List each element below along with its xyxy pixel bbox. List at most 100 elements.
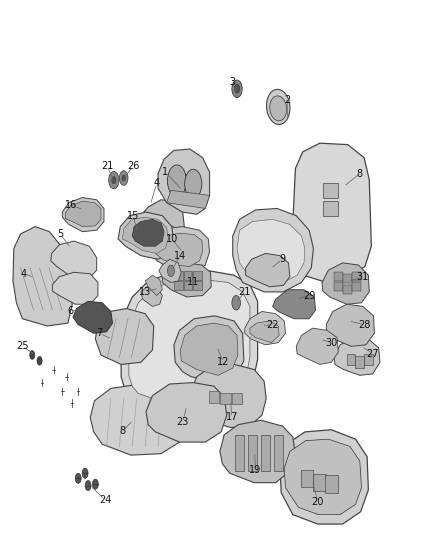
- Circle shape: [167, 165, 187, 197]
- Polygon shape: [180, 323, 238, 375]
- Polygon shape: [53, 272, 98, 304]
- Polygon shape: [235, 435, 244, 471]
- Polygon shape: [65, 201, 101, 227]
- Polygon shape: [323, 201, 338, 216]
- Circle shape: [232, 295, 240, 310]
- Ellipse shape: [270, 96, 287, 121]
- Polygon shape: [326, 304, 374, 346]
- Polygon shape: [151, 227, 209, 272]
- Circle shape: [234, 84, 240, 93]
- Polygon shape: [158, 149, 209, 214]
- Polygon shape: [322, 263, 369, 304]
- Text: 4: 4: [154, 178, 160, 188]
- Polygon shape: [245, 311, 286, 345]
- Polygon shape: [193, 271, 202, 280]
- Polygon shape: [272, 290, 315, 319]
- Polygon shape: [325, 475, 338, 493]
- Polygon shape: [334, 272, 343, 281]
- Polygon shape: [174, 316, 244, 383]
- Text: 9: 9: [279, 254, 286, 264]
- Polygon shape: [220, 393, 230, 405]
- Circle shape: [109, 172, 119, 189]
- Circle shape: [120, 171, 128, 185]
- Circle shape: [167, 265, 174, 277]
- Polygon shape: [334, 282, 343, 291]
- Text: 21: 21: [101, 161, 113, 172]
- Text: 7: 7: [96, 328, 103, 338]
- Text: 5: 5: [57, 229, 64, 239]
- Text: 30: 30: [325, 338, 338, 348]
- Circle shape: [112, 176, 116, 184]
- Polygon shape: [155, 233, 203, 266]
- Text: 17: 17: [226, 413, 238, 422]
- Circle shape: [92, 479, 99, 489]
- Polygon shape: [220, 421, 295, 483]
- Polygon shape: [146, 383, 227, 442]
- Text: 14: 14: [174, 251, 187, 261]
- Polygon shape: [208, 391, 219, 403]
- Polygon shape: [193, 281, 202, 290]
- Polygon shape: [261, 435, 270, 471]
- Circle shape: [82, 468, 88, 478]
- Polygon shape: [123, 217, 168, 254]
- Polygon shape: [166, 190, 209, 208]
- Circle shape: [232, 80, 242, 98]
- Polygon shape: [90, 384, 186, 455]
- Polygon shape: [296, 328, 338, 365]
- Polygon shape: [62, 198, 104, 232]
- Text: 8: 8: [357, 168, 363, 179]
- Circle shape: [37, 357, 42, 365]
- Text: 27: 27: [367, 349, 379, 359]
- Text: 23: 23: [177, 417, 189, 427]
- Polygon shape: [73, 301, 113, 333]
- Text: 12: 12: [217, 357, 230, 367]
- Polygon shape: [159, 259, 181, 282]
- Polygon shape: [233, 208, 314, 292]
- Polygon shape: [184, 281, 192, 290]
- Text: 26: 26: [127, 161, 139, 172]
- Polygon shape: [334, 337, 380, 375]
- Polygon shape: [347, 353, 356, 365]
- Polygon shape: [121, 270, 258, 411]
- Polygon shape: [145, 275, 162, 295]
- Polygon shape: [300, 470, 314, 487]
- Polygon shape: [129, 280, 250, 403]
- Circle shape: [85, 481, 91, 491]
- Circle shape: [122, 175, 125, 181]
- Text: 16: 16: [65, 200, 77, 210]
- Circle shape: [30, 351, 35, 359]
- Polygon shape: [352, 282, 360, 291]
- Polygon shape: [51, 241, 97, 280]
- Text: 21: 21: [239, 287, 251, 297]
- Polygon shape: [352, 272, 360, 281]
- Polygon shape: [284, 439, 361, 515]
- Text: 8: 8: [120, 426, 125, 436]
- Text: 13: 13: [139, 287, 151, 297]
- Polygon shape: [13, 227, 72, 326]
- Circle shape: [185, 169, 202, 198]
- Text: 4: 4: [21, 269, 27, 279]
- Polygon shape: [174, 281, 183, 290]
- Polygon shape: [174, 271, 183, 280]
- Text: 24: 24: [99, 495, 111, 505]
- Text: 20: 20: [311, 497, 324, 507]
- Polygon shape: [246, 254, 290, 287]
- Text: 25: 25: [16, 341, 28, 351]
- Polygon shape: [274, 435, 283, 471]
- Text: 31: 31: [357, 272, 369, 282]
- Polygon shape: [343, 285, 352, 294]
- Text: 19: 19: [249, 465, 261, 474]
- Text: 11: 11: [187, 278, 199, 287]
- Polygon shape: [248, 435, 257, 471]
- Polygon shape: [141, 287, 162, 306]
- Polygon shape: [232, 393, 242, 405]
- Polygon shape: [293, 143, 371, 281]
- Polygon shape: [191, 365, 266, 427]
- Polygon shape: [356, 357, 364, 368]
- Polygon shape: [343, 274, 352, 283]
- Polygon shape: [280, 430, 368, 524]
- Text: 1: 1: [162, 167, 168, 177]
- Text: 29: 29: [303, 290, 315, 301]
- Polygon shape: [364, 353, 373, 365]
- Polygon shape: [237, 220, 305, 282]
